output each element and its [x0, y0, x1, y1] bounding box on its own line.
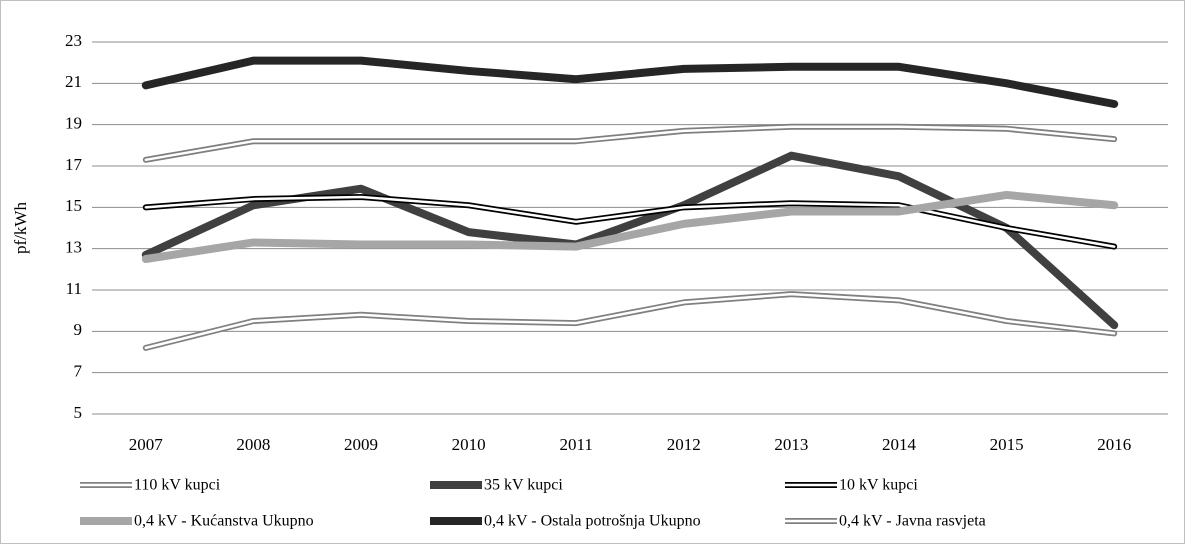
- series-line: [141, 190, 1119, 263]
- y-tick-label: 7: [74, 362, 83, 381]
- legend-label: 110 kV kupci: [134, 477, 221, 494]
- x-tick-label: 2013: [774, 435, 808, 454]
- y-axis-label: pf/kWh: [11, 202, 30, 254]
- x-tick-label: 2016: [1097, 435, 1131, 454]
- legend-label: 35 kV kupci: [484, 477, 563, 494]
- y-tick-label: 21: [65, 72, 82, 91]
- x-tick-label: 2011: [560, 435, 593, 454]
- y-tick-label: 17: [65, 155, 83, 174]
- y-tick-label: 23: [65, 31, 82, 50]
- y-tick-label: 9: [74, 320, 83, 339]
- y-tick-label: 5: [74, 403, 83, 422]
- x-tick-label: 2008: [236, 435, 270, 454]
- plot-area: 5 7 9 11 13 15 17 19 21 23 2007 2008 2009 2010 2011 201…: [65, 31, 1168, 454]
- y-tick-label: 15: [65, 196, 82, 215]
- series-line-inner: [144, 292, 1116, 350]
- y-tick-label: 19: [65, 114, 82, 133]
- x-tick-label: 2009: [344, 435, 378, 454]
- legend: 110 kV kupci 35 kV kupci 10 kV kupci 0,4 kV…: [80, 477, 986, 530]
- legend-label: 0,4 kV - Javna rasvjeta: [839, 513, 986, 530]
- legend-label: 0,4 kV - Ostala potrošnja Ukupno: [484, 513, 701, 530]
- y-tick-label: 13: [65, 238, 82, 257]
- x-tick-label: 2014: [882, 435, 917, 454]
- y-tick-label: 11: [66, 279, 82, 298]
- legend-label: 10 kV kupci: [839, 477, 918, 494]
- series-line: [141, 56, 1119, 108]
- x-tick-label: 2010: [452, 435, 486, 454]
- x-tick-label: 2015: [990, 435, 1024, 454]
- series-line-inner: [144, 125, 1116, 162]
- x-tick-label: 2007: [129, 435, 164, 454]
- series-line-inner: [144, 195, 1116, 248]
- x-tick-label: 2012: [667, 435, 701, 454]
- legend-label: 0,4 kV - Kućanstva Ukupno: [134, 513, 314, 530]
